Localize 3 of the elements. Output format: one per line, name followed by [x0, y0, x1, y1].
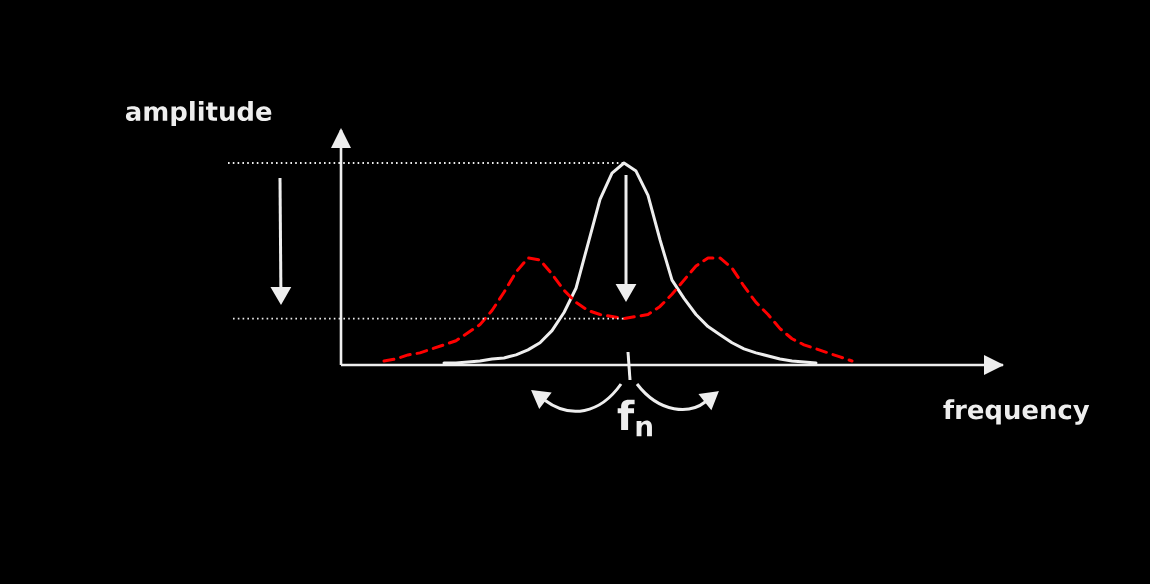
- x-axis-title: frequency: [943, 399, 1090, 425]
- text: f$_{n}$: [617, 399, 652, 437]
- y-axis-title: amplitude: [125, 101, 272, 127]
